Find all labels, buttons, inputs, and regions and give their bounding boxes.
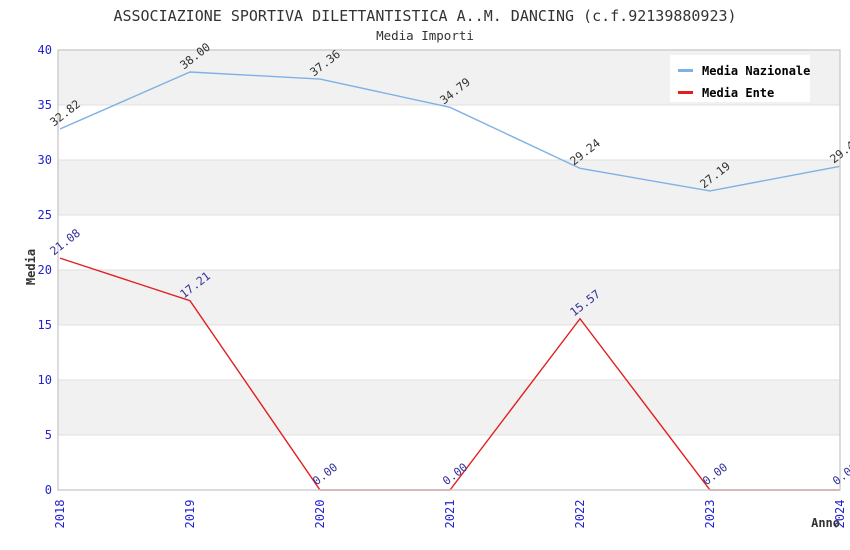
legend-item-media-ente: Media Ente (678, 84, 810, 101)
legend: Media Nazionale Media Ente (670, 55, 810, 102)
plot-band (58, 380, 840, 435)
plot-border (57, 49, 841, 491)
legend-line-swatch-media-ente (678, 91, 693, 94)
legend-line-swatch-media-nazionale (678, 69, 693, 72)
chart-title: ASSOCIAZIONE SPORTIVA DILETTANTISTICA A.… (113, 7, 737, 25)
plot-band (58, 160, 840, 215)
y-axis-title: Media (24, 248, 38, 286)
legend-item-media-nazionale: Media Nazionale (678, 62, 810, 79)
chart-subtitle: Media Importi (376, 28, 474, 43)
plot-band (58, 270, 840, 325)
legend-label-media-nazionale: Media Nazionale (702, 63, 811, 78)
series-line-media-nazionale (59, 71, 841, 192)
legend-label-media-ente: Media Ente (702, 85, 775, 100)
x-axis-title: Anno (811, 516, 840, 530)
